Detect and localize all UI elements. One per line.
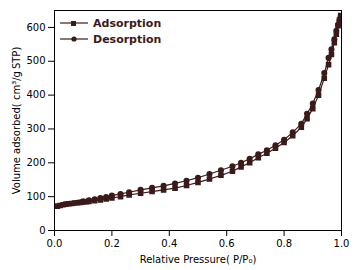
svg-text:0.6: 0.6 bbox=[219, 238, 235, 249]
svg-text:500: 500 bbox=[26, 55, 45, 66]
svg-text:1.0: 1.0 bbox=[334, 238, 350, 249]
svg-text:100: 100 bbox=[26, 191, 45, 202]
svg-text:0.4: 0.4 bbox=[161, 238, 177, 249]
html-text:Adsorption: Adsorption bbox=[93, 16, 162, 30]
svg-text:0.0: 0.0 bbox=[47, 238, 63, 249]
svg-text:0.2: 0.2 bbox=[104, 238, 120, 249]
html-text:Desorption: Desorption bbox=[93, 32, 162, 46]
svg-text:300: 300 bbox=[26, 123, 45, 134]
svg-text:600: 600 bbox=[26, 22, 45, 33]
svg-text:0.8: 0.8 bbox=[276, 238, 292, 249]
svg-text:0: 0 bbox=[39, 225, 45, 236]
svg-text:400: 400 bbox=[26, 89, 45, 100]
svg-text:Volume adsorbed( cm³/g STP): Volume adsorbed( cm³/g STP) bbox=[11, 47, 22, 195]
svg-text:200: 200 bbox=[26, 157, 45, 168]
svg-text:Relative Pressure( P/P₀): Relative Pressure( P/P₀) bbox=[140, 254, 257, 265]
